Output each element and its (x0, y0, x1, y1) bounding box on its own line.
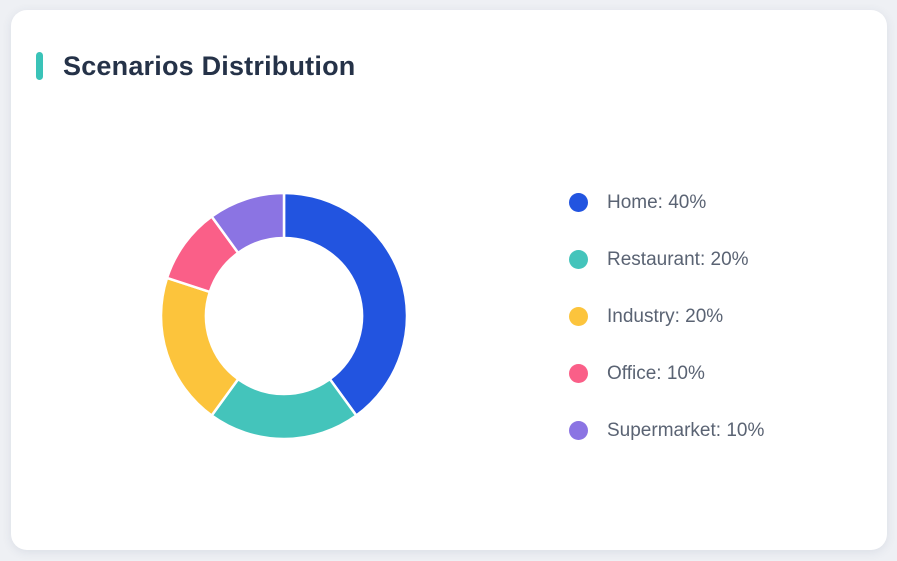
donut-segment-restaurant[interactable] (209, 377, 359, 441)
title-accent-bar (36, 52, 43, 80)
donut-segment-home[interactable] (282, 191, 409, 418)
legend-label: Restaurant: 20% (607, 248, 749, 270)
legend-dot-industry (569, 307, 588, 326)
legend-item-home[interactable]: Home: 40% (569, 174, 764, 231)
chart-legend: Home: 40% Restaurant: 20% Industry: 20% Off… (569, 174, 764, 459)
card-header: Scenarios Distribution (36, 50, 355, 82)
legend-item-industry[interactable]: Industry: 20% (569, 288, 764, 345)
legend-dot-restaurant (569, 250, 588, 269)
legend-label: Supermarket: 10% (607, 419, 765, 441)
donut-segment-industry[interactable] (159, 276, 240, 418)
card-title: Scenarios Distribution (63, 51, 356, 81)
legend-item-restaurant[interactable]: Restaurant: 20% (569, 231, 764, 288)
legend-label: Office: 10% (607, 362, 705, 384)
legend-dot-office (569, 364, 588, 383)
legend-dot-home (569, 193, 588, 212)
donut-chart (159, 191, 409, 441)
legend-label: Industry: 20% (607, 305, 724, 327)
legend-item-office[interactable]: Office: 10% (569, 345, 764, 402)
legend-label: Home: 40% (607, 191, 707, 213)
legend-item-supermarket[interactable]: Supermarket: 10% (569, 402, 764, 459)
donut-segment-supermarket[interactable] (209, 191, 286, 255)
scenarios-distribution-card: Scenarios Distribution Home: 40% Restaura… (11, 10, 887, 550)
legend-dot-supermarket (569, 421, 588, 440)
